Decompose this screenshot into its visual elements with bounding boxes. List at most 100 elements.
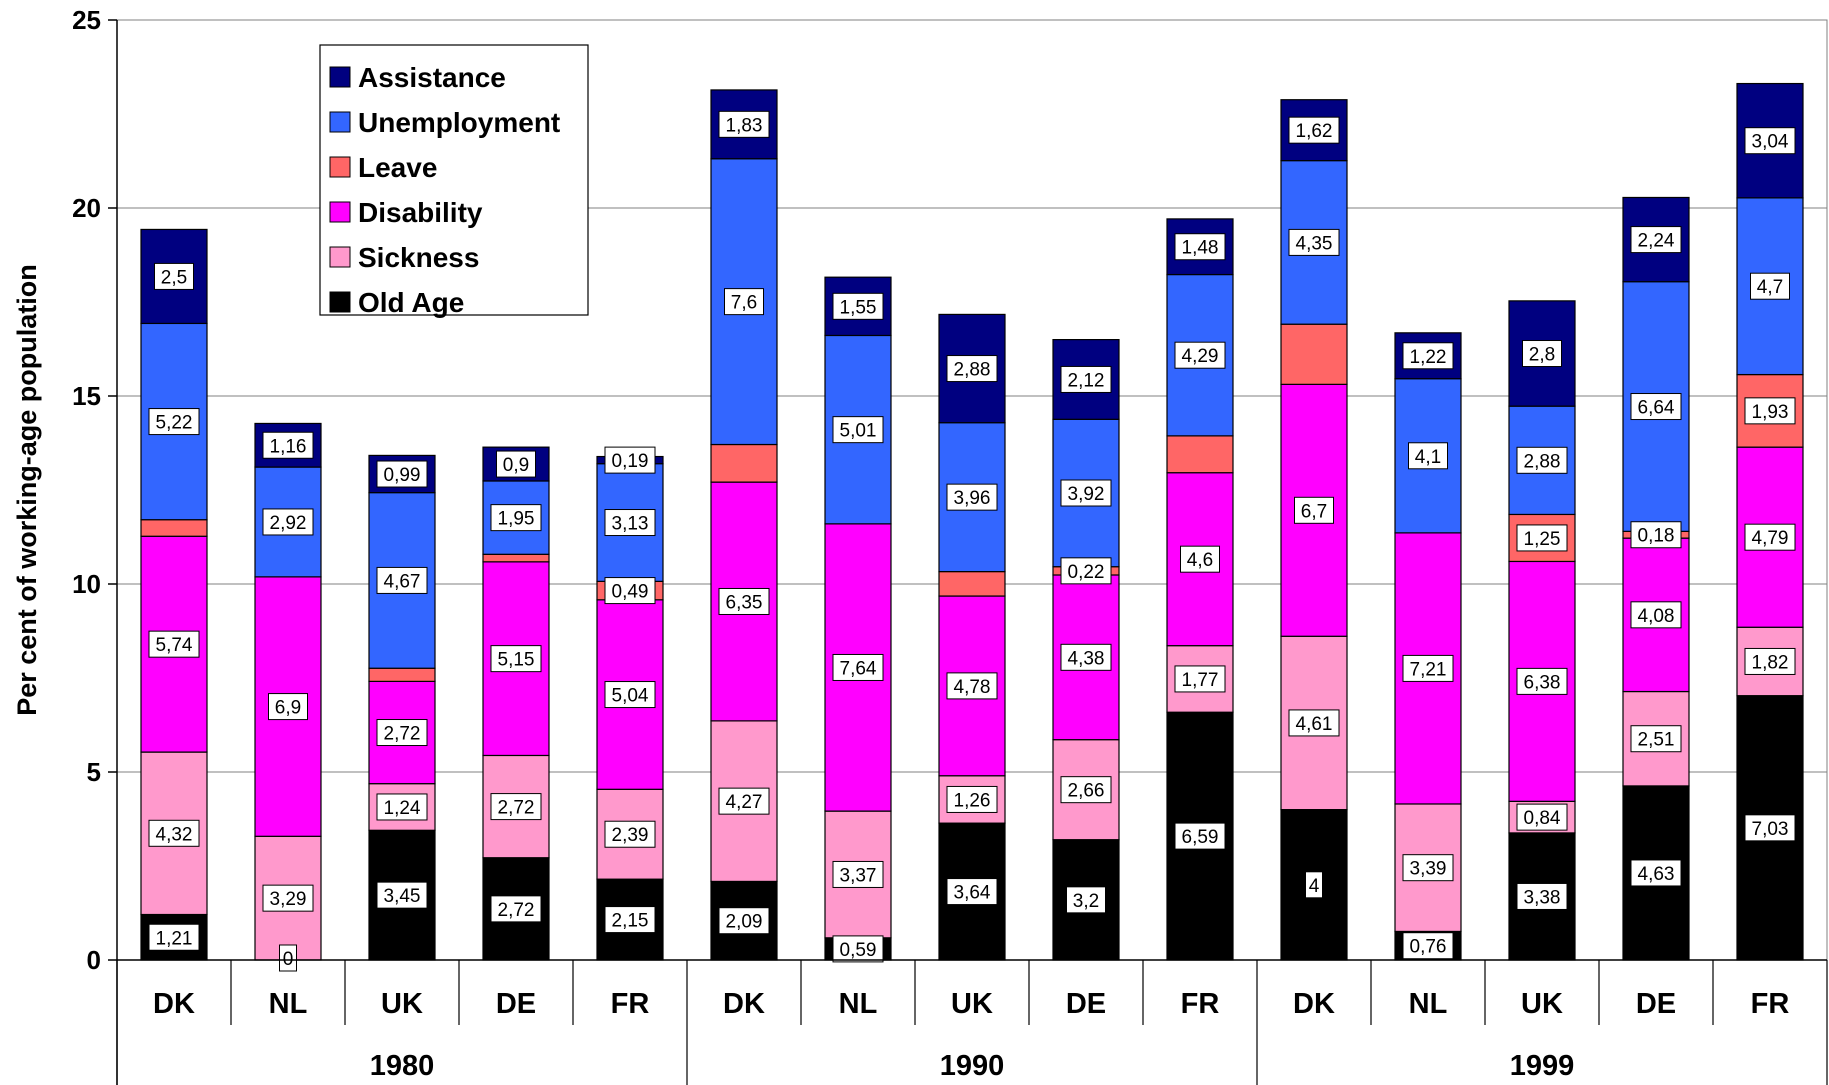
data-label: 0,22 <box>1060 557 1112 585</box>
data-label-box <box>946 878 998 906</box>
data-label-box <box>1060 479 1112 507</box>
data-label: 1,93 <box>1744 397 1796 425</box>
x-category-label: NL <box>1409 988 1448 1020</box>
y-tick-label: 10 <box>72 569 101 599</box>
data-label: 3,37 <box>832 860 884 888</box>
data-label: 5,04 <box>604 681 656 709</box>
data-label: 4,1 <box>1408 442 1448 470</box>
data-label-value: 7,03 <box>1752 819 1789 840</box>
data-label: 2,24 <box>1630 226 1682 254</box>
data-label-value: 4,78 <box>954 677 991 698</box>
data-label-value: 2,72 <box>384 724 421 745</box>
data-label-value: 3,92 <box>1068 484 1105 505</box>
data-label-value: 0,18 <box>1638 526 1675 547</box>
data-label-box <box>1402 854 1454 882</box>
legend-label: Unemployment <box>358 107 560 138</box>
data-label-box <box>1060 776 1112 804</box>
data-label-value: 5,04 <box>612 686 649 707</box>
data-label-value: 3,13 <box>612 514 649 535</box>
data-label: 3,13 <box>604 509 656 537</box>
data-label-box <box>1066 886 1106 914</box>
legend-label: Assistance <box>358 62 506 93</box>
data-label: 2,09 <box>718 907 770 935</box>
data-label-box <box>262 884 314 912</box>
data-label: 4,79 <box>1744 523 1796 551</box>
data-label-value: 1,26 <box>954 790 991 811</box>
data-label-box <box>376 719 428 747</box>
data-label: 4,32 <box>148 819 200 847</box>
data-label: 4,35 <box>1288 228 1340 256</box>
data-label: 6,64 <box>1630 393 1682 421</box>
data-label: 5,74 <box>148 630 200 658</box>
data-label: 4,29 <box>1174 341 1226 369</box>
legend-swatch <box>329 291 351 313</box>
data-label: 1,48 <box>1174 233 1226 261</box>
data-label-box <box>1522 340 1562 368</box>
data-label-value: 5,01 <box>840 421 877 442</box>
data-label-value: 7,21 <box>1410 659 1447 680</box>
data-label: 3,38 <box>1516 882 1568 910</box>
data-label-value: 5,22 <box>156 413 193 434</box>
bar-segment <box>1166 435 1234 474</box>
data-label-value: 6,35 <box>726 592 763 613</box>
data-label: 6,59 <box>1174 822 1226 850</box>
data-label: 7,6 <box>724 288 764 316</box>
data-label: 1,82 <box>1744 647 1796 675</box>
data-label: 0,84 <box>1516 803 1568 831</box>
data-label: 1,16 <box>262 431 314 459</box>
data-label: 1,95 <box>490 504 542 532</box>
y-tick-labels: 0 5 10 15 20 25 <box>72 5 101 975</box>
data-label-value: 3,04 <box>1752 132 1789 153</box>
data-label-box <box>1750 272 1790 300</box>
data-label-value: 6,59 <box>1182 827 1219 848</box>
data-label: 4,63 <box>1630 859 1682 887</box>
data-label: 5,15 <box>490 645 542 673</box>
data-label-value: 4,67 <box>384 571 421 592</box>
data-label-box <box>262 431 314 459</box>
data-label-box <box>832 416 884 444</box>
data-label-value: 2,39 <box>612 825 649 846</box>
data-label: 3,04 <box>1744 127 1796 155</box>
legend-swatch <box>329 111 351 133</box>
data-label-box <box>1288 228 1340 256</box>
data-label-box <box>832 860 884 888</box>
data-label: 3,45 <box>376 881 428 909</box>
data-label: 2,88 <box>1516 446 1568 474</box>
data-label: 3,64 <box>946 878 998 906</box>
data-label-value: 0,99 <box>384 465 421 486</box>
data-label-box <box>946 672 998 700</box>
x-category-label: DK <box>723 988 765 1020</box>
data-label-value: 3,39 <box>1410 859 1447 880</box>
data-label-value: 2,09 <box>726 912 763 933</box>
data-label-box <box>946 785 998 813</box>
data-label-box <box>1305 871 1323 899</box>
legend-swatch <box>329 201 351 223</box>
data-label-box <box>154 262 194 290</box>
legend-label: Leave <box>358 152 437 183</box>
data-label-box <box>1744 647 1796 675</box>
data-label-value: 4,7 <box>1757 277 1783 298</box>
data-label: 0,49 <box>604 577 656 605</box>
data-label-box <box>148 408 200 436</box>
legend-label: Disability <box>358 197 483 228</box>
data-label-value: 0,19 <box>612 451 649 472</box>
data-label-box <box>1630 226 1682 254</box>
data-label: 3,2 <box>1066 886 1106 914</box>
data-label-value: 2,15 <box>612 911 649 932</box>
bar-segment <box>140 519 208 537</box>
data-label: 4,61 <box>1288 709 1340 737</box>
y-tick-label: 25 <box>72 5 101 35</box>
data-label-box <box>1174 233 1226 261</box>
data-label-box <box>1402 932 1454 960</box>
x-category-label: UK <box>381 988 423 1020</box>
data-label: 2,15 <box>604 906 656 934</box>
legend-swatch <box>329 66 351 88</box>
x-group-label: 1990 <box>940 1050 1005 1082</box>
legend-box <box>319 44 589 316</box>
data-label-box <box>1294 496 1334 524</box>
data-label-box <box>1630 859 1682 887</box>
data-label: 6,9 <box>268 693 308 721</box>
data-label-value: 1,83 <box>726 115 763 136</box>
x-category-labels: DK NL UK DE FR DK NL UK DE FR DK NL UK DE FR <box>153 988 1789 1020</box>
data-label: 0,18 <box>1630 521 1682 549</box>
